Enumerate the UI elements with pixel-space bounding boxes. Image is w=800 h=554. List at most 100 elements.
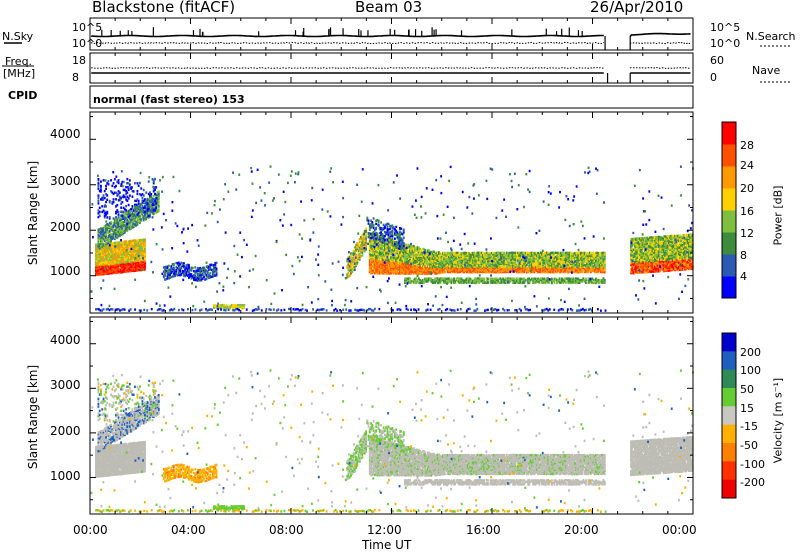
power-cell: [352, 268, 355, 272]
power-cell: [135, 205, 138, 208]
power-cell: [121, 216, 124, 219]
power-cell: [130, 209, 133, 212]
power-cell: [368, 232, 371, 235]
power-cell: [510, 258, 513, 261]
power-cell: [439, 252, 442, 255]
freq-label: Freq.: [5, 55, 33, 68]
power-cell: [411, 264, 414, 267]
power-cell: [484, 256, 487, 259]
power-cell: [401, 269, 404, 273]
power-cell: [110, 262, 112, 265]
power-cell: [469, 260, 472, 263]
power-cell: [116, 192, 119, 196]
power-cell: [567, 253, 570, 256]
power-cell: [213, 263, 215, 267]
power-cell: [588, 251, 591, 254]
power-cell: [572, 261, 575, 264]
power-cell: [121, 220, 124, 223]
power-cell: [482, 265, 484, 268]
power-cell: [552, 266, 555, 270]
power-cell: [454, 257, 457, 260]
power-cell: [100, 242, 102, 245]
power-cell: [412, 272, 415, 275]
power-cell: [390, 266, 393, 269]
power-cell: [110, 226, 112, 229]
power-cell: [376, 254, 379, 257]
power-cell: [145, 208, 148, 211]
power-cell: [600, 261, 602, 264]
power-cell: [213, 266, 215, 269]
power-cell: [556, 268, 558, 271]
power-cell: [497, 251, 499, 254]
power-cell: [498, 253, 501, 256]
power-cell: [399, 265, 401, 268]
power-cell: [375, 264, 378, 267]
power-cell: [392, 251, 395, 254]
power-cell: [425, 277, 428, 280]
power-cell: [529, 258, 532, 262]
power-cell: [132, 239, 135, 242]
power-cell: [524, 262, 527, 266]
power-cell: [488, 266, 491, 270]
power-cbar-tick-8: 8: [740, 249, 747, 262]
power-cell: [112, 271, 115, 275]
power-cell: [237, 304, 239, 307]
power-cell: [357, 257, 360, 260]
power-cell: [538, 265, 541, 268]
power-cell: [471, 261, 474, 264]
power-cell: [446, 259, 449, 263]
power-cell: [554, 262, 557, 265]
power-cell: [595, 261, 597, 264]
power-cell: [122, 223, 125, 227]
power-cell: [399, 242, 401, 245]
power-cell: [421, 253, 424, 256]
power-cell: [517, 270, 519, 274]
power-cell: [419, 254, 421, 257]
power-cell: [538, 268, 541, 271]
power-cell: [382, 266, 385, 270]
power-cell: [391, 271, 394, 274]
power-cell: [468, 258, 470, 261]
power-cell: [368, 244, 371, 247]
power-cell: [471, 266, 474, 269]
power-cell: [146, 204, 149, 207]
power-cell: [414, 254, 416, 257]
power-cell: [126, 260, 129, 264]
power-cell: [426, 250, 429, 254]
power-cell: [356, 244, 359, 248]
power-cell: [174, 273, 177, 276]
power-cell: [547, 251, 550, 254]
power-cell: [110, 222, 112, 225]
power-cell: [97, 212, 100, 215]
power-cell: [97, 239, 100, 243]
power-cell: [108, 235, 111, 238]
power-cell: [140, 245, 143, 249]
cpid-label: CPID: [8, 89, 38, 102]
power-cell: [464, 257, 467, 260]
power-cell: [596, 257, 599, 260]
power-cell: [578, 269, 581, 272]
power-cell: [385, 251, 388, 255]
power-cell: [132, 262, 135, 266]
power-cell: [485, 265, 488, 268]
power-cell: [110, 265, 112, 268]
power-cell: [571, 251, 573, 255]
power-cell: [127, 224, 130, 228]
power-cell: [554, 268, 557, 271]
power-cell: [568, 270, 571, 274]
power-cell: [510, 254, 513, 257]
power-cell: [368, 269, 371, 272]
power-cell: [404, 279, 406, 282]
power-cell: [370, 235, 372, 238]
power-cell: [470, 262, 473, 265]
power-cell: [572, 270, 575, 274]
power-cell: [368, 259, 371, 263]
power-cell: [208, 268, 210, 271]
power-cell: [415, 253, 418, 256]
power-cell: [593, 256, 596, 259]
power-cell: [583, 269, 586, 272]
power-cell: [493, 263, 496, 267]
power-cell: [439, 262, 442, 265]
power-cell: [429, 265, 432, 268]
power-cell: [381, 246, 384, 249]
